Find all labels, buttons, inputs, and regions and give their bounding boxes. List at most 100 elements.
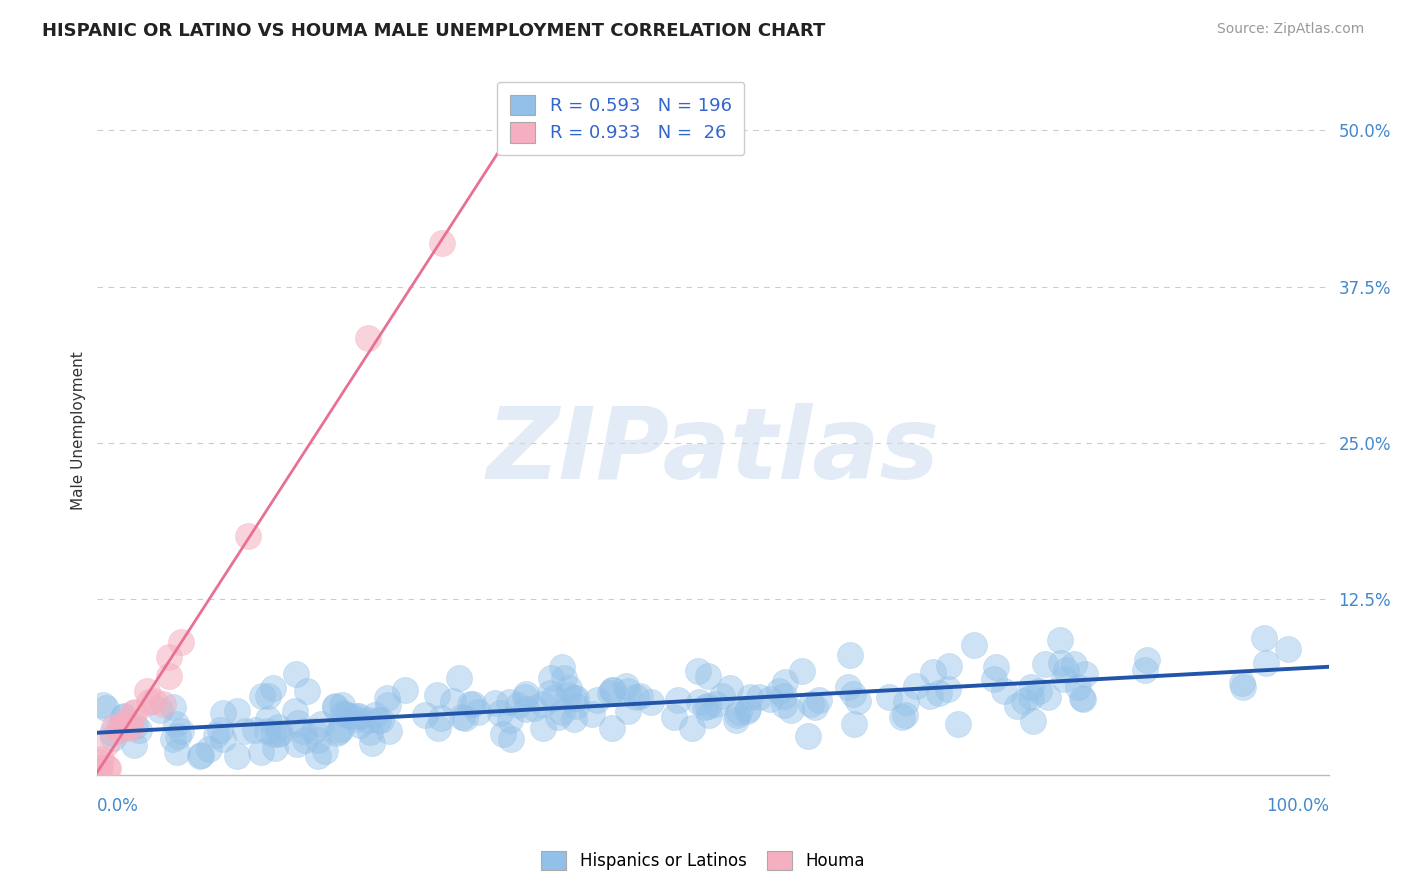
- Point: [89, 761, 111, 775]
- Point: [1005, 699, 1028, 714]
- Point: [165, 717, 187, 731]
- Point: [122, 738, 145, 752]
- Point: [797, 729, 820, 743]
- Point: [143, 694, 166, 708]
- Point: [624, 690, 647, 705]
- Point: [498, 695, 520, 709]
- Point: [323, 699, 346, 714]
- Point: [513, 690, 536, 704]
- Point: [735, 704, 758, 718]
- Point: [710, 690, 733, 704]
- Point: [839, 648, 862, 662]
- Point: [993, 683, 1015, 698]
- Point: [426, 688, 449, 702]
- Point: [94, 701, 117, 715]
- Point: [325, 725, 347, 739]
- Point: [523, 701, 546, 715]
- Point: [205, 728, 228, 742]
- Point: [531, 721, 554, 735]
- Point: [120, 718, 142, 732]
- Point: [285, 666, 308, 681]
- Point: [447, 671, 470, 685]
- Point: [484, 696, 506, 710]
- Point: [394, 683, 416, 698]
- Point: [628, 690, 651, 704]
- Point: [138, 695, 160, 709]
- Point: [111, 710, 134, 724]
- Point: [1038, 690, 1060, 704]
- Point: [489, 706, 512, 721]
- Point: [257, 712, 280, 726]
- Point: [212, 731, 235, 746]
- Point: [323, 698, 346, 713]
- Point: [928, 686, 950, 700]
- Text: 0.0%: 0.0%: [97, 797, 139, 814]
- Point: [128, 723, 150, 737]
- Point: [780, 703, 803, 717]
- Point: [704, 697, 727, 711]
- Point: [225, 705, 247, 719]
- Point: [357, 713, 380, 727]
- Point: [1256, 656, 1278, 670]
- Text: ZIPatlas: ZIPatlas: [486, 402, 939, 500]
- Point: [837, 680, 859, 694]
- Point: [170, 724, 193, 739]
- Point: [1073, 666, 1095, 681]
- Point: [162, 700, 184, 714]
- Point: [508, 698, 530, 712]
- Point: [666, 693, 689, 707]
- Point: [562, 712, 585, 726]
- Point: [124, 719, 146, 733]
- Point: [335, 706, 357, 721]
- Point: [738, 690, 761, 704]
- Point: [551, 660, 574, 674]
- Point: [922, 665, 945, 679]
- Point: [262, 727, 284, 741]
- Point: [1232, 680, 1254, 694]
- Point: [157, 669, 180, 683]
- Point: [558, 681, 581, 695]
- Point: [157, 649, 180, 664]
- Point: [307, 748, 329, 763]
- Point: [256, 723, 278, 738]
- Point: [427, 721, 450, 735]
- Point: [430, 235, 453, 250]
- Point: [120, 721, 142, 735]
- Point: [463, 697, 485, 711]
- Point: [1136, 653, 1159, 667]
- Point: [920, 689, 942, 703]
- Point: [492, 727, 515, 741]
- Point: [1071, 692, 1094, 706]
- Point: [499, 732, 522, 747]
- Point: [800, 698, 823, 712]
- Point: [693, 700, 716, 714]
- Point: [375, 691, 398, 706]
- Point: [758, 692, 780, 706]
- Point: [768, 684, 790, 698]
- Point: [983, 672, 1005, 686]
- Point: [89, 761, 111, 775]
- Point: [790, 665, 813, 679]
- Point: [441, 694, 464, 708]
- Point: [170, 634, 193, 648]
- Point: [662, 710, 685, 724]
- Y-axis label: Male Unemployment: Male Unemployment: [72, 351, 86, 510]
- Point: [451, 710, 474, 724]
- Point: [467, 706, 489, 720]
- Point: [894, 707, 917, 722]
- Point: [90, 752, 112, 766]
- Point: [236, 529, 259, 543]
- Point: [226, 748, 249, 763]
- Point: [243, 723, 266, 738]
- Point: [415, 708, 437, 723]
- Point: [842, 716, 865, 731]
- Point: [101, 726, 124, 740]
- Point: [499, 714, 522, 728]
- Point: [808, 693, 831, 707]
- Point: [349, 708, 371, 723]
- Point: [197, 742, 219, 756]
- Point: [547, 710, 569, 724]
- Point: [166, 745, 188, 759]
- Point: [349, 717, 371, 731]
- Point: [339, 708, 361, 723]
